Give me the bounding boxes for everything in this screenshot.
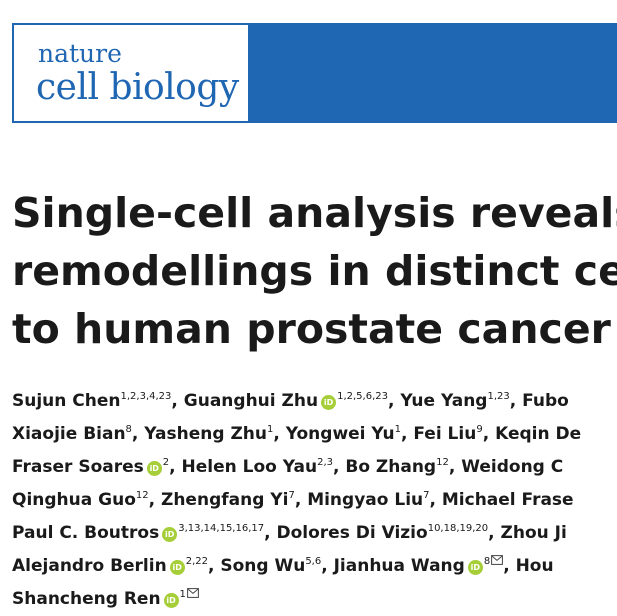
author-name[interactable]: , Mingyao Liu — [294, 490, 424, 510]
author-line-3: Fraser Soares iD2, Helen Loo Yau2,3, Bo Z… — [12, 451, 617, 484]
affiliation-sup: 1,2,5,6,23 — [337, 391, 388, 402]
author-name[interactable]: , Hou — [503, 556, 554, 576]
affiliation-sup: 8 — [125, 424, 132, 435]
author-name[interactable]: , Fei Liu — [400, 424, 477, 444]
author-name[interactable]: , Guanghui Zhu — [171, 391, 319, 411]
logo-cell-biology-text: cell biology — [36, 67, 239, 108]
author-line-4: Qinghua Guo12, Zhengfang Yi7, Mingyao Li… — [12, 484, 617, 517]
mail-icon[interactable] — [491, 555, 504, 565]
affiliation-sup: 8 — [483, 556, 491, 567]
author-name[interactable]: , Bo Zhang — [333, 457, 437, 477]
affiliation-sup: 2,22 — [185, 556, 208, 567]
author-list: Sujun Chen1,2,3,4,23, Guanghui Zhu iD1,2,… — [12, 385, 617, 616]
author-name[interactable]: , Song Wu — [207, 556, 306, 576]
author-name[interactable]: , Zhou Ji — [488, 523, 567, 543]
author-line-5: Paul C. Boutros iD3,13,14,15,16,17, Dolor… — [12, 517, 617, 550]
author-line-7: Shancheng Ren iD1 — [12, 583, 617, 616]
affiliation-sup: 9 — [476, 424, 483, 435]
author-name[interactable]: , Yasheng Zhu — [131, 424, 267, 444]
title-line-1: Single-cell analysis reveals tr — [12, 189, 617, 237]
author-name[interactable]: , Dolores Di Vizio — [264, 523, 428, 543]
logo-nature-text: nature — [38, 39, 122, 68]
author-name[interactable]: Xiaojie Bian — [12, 424, 126, 444]
affiliation-sup: 3,13,14,15,16,17 — [178, 523, 265, 534]
affiliation-sup: 1 — [394, 424, 401, 435]
orcid-icon[interactable]: iD — [467, 560, 483, 575]
orcid-icon[interactable]: iD — [163, 593, 179, 608]
author-name[interactable]: , Helen Loo Yau — [169, 457, 318, 477]
author-line-2: Xiaojie Bian8, Yasheng Zhu1, Yongwei Yu1… — [12, 418, 617, 451]
orcid-icon[interactable]: iD — [169, 560, 185, 575]
journal-logo[interactable]: nature cell biology — [12, 23, 250, 123]
author-name[interactable]: Fraser Soares — [12, 457, 144, 477]
author-name[interactable]: Paul C. Boutros — [12, 523, 160, 543]
affiliation-sup: 2,3 — [317, 457, 333, 468]
author-name[interactable]: , Yongwei Yu — [273, 424, 395, 444]
affiliation-sup: 10,18,19,20 — [427, 523, 489, 534]
author-name[interactable]: Shancheng Ren — [12, 589, 161, 609]
affiliation-sup: 1 — [267, 424, 274, 435]
affiliation-sup: 7 — [288, 490, 295, 501]
title-line-3: to human prostate cancer pro — [12, 305, 617, 353]
affiliation-sup: 2 — [162, 457, 170, 468]
author-line-1: Sujun Chen1,2,3,4,23, Guanghui Zhu iD1,2,… — [12, 385, 617, 418]
affiliation-sup: 1,2,3,4,23 — [120, 391, 172, 402]
author-line-6: Alejandro Berlin iD2,22, Song Wu5,6, Jian… — [12, 550, 617, 583]
article-title: Single-cell analysis reveals tr remodell… — [12, 184, 617, 358]
author-name[interactable]: Qinghua Guo — [12, 490, 136, 510]
affiliation-sup: 5,6 — [305, 556, 322, 567]
mail-icon[interactable] — [187, 588, 199, 598]
title-line-2: remodellings in distinct cell ty — [12, 247, 617, 295]
affiliation-sup: 12 — [436, 457, 449, 468]
author-name[interactable]: , Fubo — [509, 391, 569, 411]
author-name[interactable]: , Michael Frase — [429, 490, 574, 510]
author-name[interactable]: , Jianhua Wang — [321, 556, 465, 576]
orcid-icon[interactable]: iD — [162, 527, 178, 542]
author-name[interactable]: Sujun Chen — [12, 391, 121, 411]
affiliation-sup: 12 — [135, 490, 149, 501]
affiliation-sup: 1,23 — [487, 391, 510, 402]
author-name[interactable]: , Keqin De — [482, 424, 582, 444]
author-name[interactable]: Alejandro Berlin — [12, 556, 167, 576]
author-name[interactable]: , Zhengfang Yi — [148, 490, 289, 510]
orcid-icon[interactable]: iD — [321, 395, 337, 410]
affiliation-sup: 7 — [423, 490, 430, 501]
author-name[interactable]: , Yue Yang — [387, 391, 488, 411]
author-name[interactable]: , Weidong C — [448, 457, 564, 477]
affiliation-sup: 1 — [179, 589, 186, 600]
orcid-icon[interactable]: iD — [146, 461, 162, 476]
